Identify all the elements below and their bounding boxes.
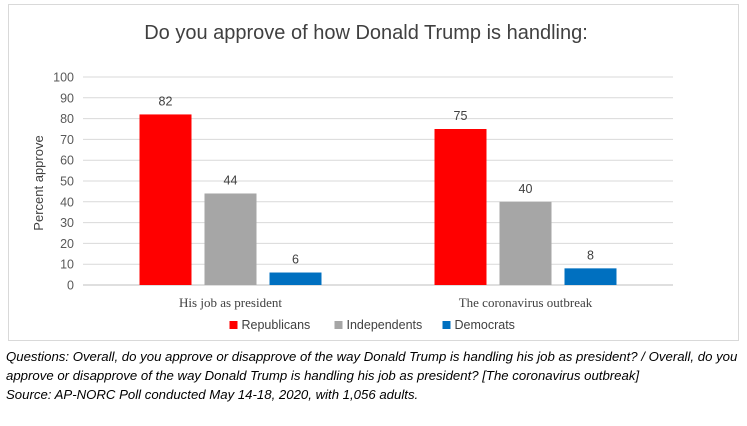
data-label: 8 bbox=[587, 248, 594, 262]
bar bbox=[269, 272, 322, 285]
legend-label: Democrats bbox=[455, 318, 515, 332]
x-category-labels: His job as president The coronavirus outb… bbox=[179, 295, 593, 310]
questions-note: Questions: Overall, do you approve or di… bbox=[6, 349, 738, 383]
chart-title: Do you approve of how Donald Trump is ha… bbox=[144, 22, 588, 44]
data-labels: 82 44 6 75 40 8 bbox=[159, 94, 594, 266]
y-tick-label: 40 bbox=[60, 195, 74, 209]
legend-label: Independents bbox=[347, 318, 423, 332]
legend-swatch bbox=[334, 321, 343, 329]
y-tick-label: 60 bbox=[60, 154, 74, 168]
bars bbox=[139, 114, 617, 285]
y-tick-label: 80 bbox=[60, 112, 74, 126]
source-note: Source: AP-NORC Poll conducted May 14-18… bbox=[6, 387, 419, 402]
x-category-label: The coronavirus outbreak bbox=[459, 295, 593, 310]
data-label: 6 bbox=[292, 253, 299, 267]
y-tick-labels: 0 10 20 30 40 50 60 70 80 90 100 bbox=[53, 71, 74, 293]
y-tick-label: 10 bbox=[60, 258, 74, 272]
chart-frame: Do you approve of how Donald Trump is ha… bbox=[8, 4, 739, 341]
y-tick-label: 100 bbox=[53, 71, 74, 85]
chart-notes: Questions: Overall, do you approve or di… bbox=[6, 347, 744, 404]
legend: Republicans Independents Democrats bbox=[229, 318, 515, 332]
y-tick-label: 20 bbox=[60, 237, 74, 251]
bar bbox=[564, 268, 617, 285]
y-tick-label: 50 bbox=[60, 175, 74, 189]
data-label: 40 bbox=[519, 182, 533, 196]
y-tick-label: 30 bbox=[60, 216, 74, 230]
data-label: 44 bbox=[224, 173, 238, 187]
y-tick-label: 90 bbox=[60, 91, 74, 105]
legend-label: Republicans bbox=[242, 318, 311, 332]
y-tick-label: 70 bbox=[60, 133, 74, 147]
y-tick-label: 0 bbox=[67, 279, 74, 293]
legend-swatch bbox=[229, 321, 238, 329]
bar-chart: Do you approve of how Donald Trump is ha… bbox=[31, 22, 673, 332]
legend-swatch bbox=[442, 321, 451, 329]
bar bbox=[499, 201, 552, 285]
data-label: 75 bbox=[454, 109, 468, 123]
x-category-label: His job as president bbox=[179, 295, 282, 310]
data-label: 82 bbox=[159, 94, 173, 108]
bar bbox=[139, 114, 192, 285]
y-axis-label: Percent approve bbox=[31, 135, 46, 230]
bar bbox=[204, 193, 257, 285]
bar bbox=[434, 129, 487, 285]
